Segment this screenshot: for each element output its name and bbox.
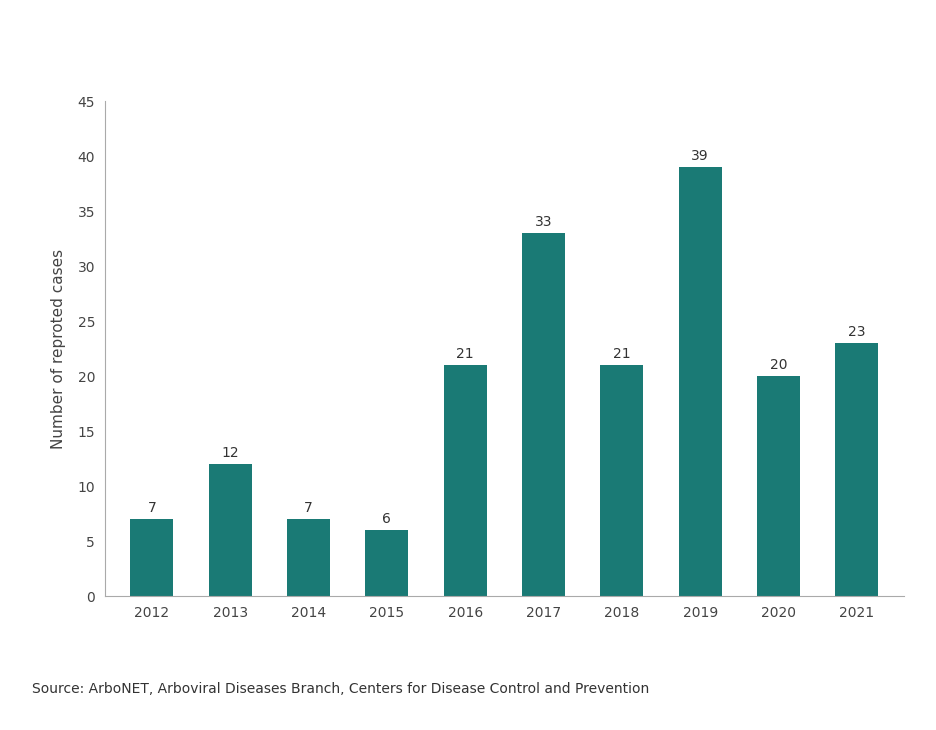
Text: 21: 21 <box>613 347 631 361</box>
Text: 12: 12 <box>221 446 239 460</box>
Bar <box>209 464 252 596</box>
Text: 23: 23 <box>848 325 866 339</box>
Text: 33: 33 <box>534 215 552 228</box>
Bar <box>679 167 722 596</box>
Bar <box>287 519 330 596</box>
Bar <box>365 531 408 596</box>
Text: 7: 7 <box>148 501 156 515</box>
Text: 20: 20 <box>769 358 787 372</box>
Text: 7: 7 <box>304 501 313 515</box>
Text: 6: 6 <box>383 512 391 526</box>
Text: 39: 39 <box>692 149 709 163</box>
Bar <box>522 233 565 596</box>
Text: Powassan virus neuroinvasive disease cases reported by year, 2012–2021: Powassan virus neuroinvasive disease cas… <box>37 39 848 59</box>
Y-axis label: Number of reproted cases: Number of reproted cases <box>51 249 66 449</box>
Bar <box>757 376 800 596</box>
Text: Source: ArboNET, Arboviral Diseases Branch, Centers for Disease Control and Prev: Source: ArboNET, Arboviral Diseases Bran… <box>32 682 650 696</box>
Bar <box>835 343 878 596</box>
Bar <box>444 365 487 596</box>
Bar <box>600 365 643 596</box>
Bar <box>130 519 173 596</box>
Text: 21: 21 <box>457 347 474 361</box>
